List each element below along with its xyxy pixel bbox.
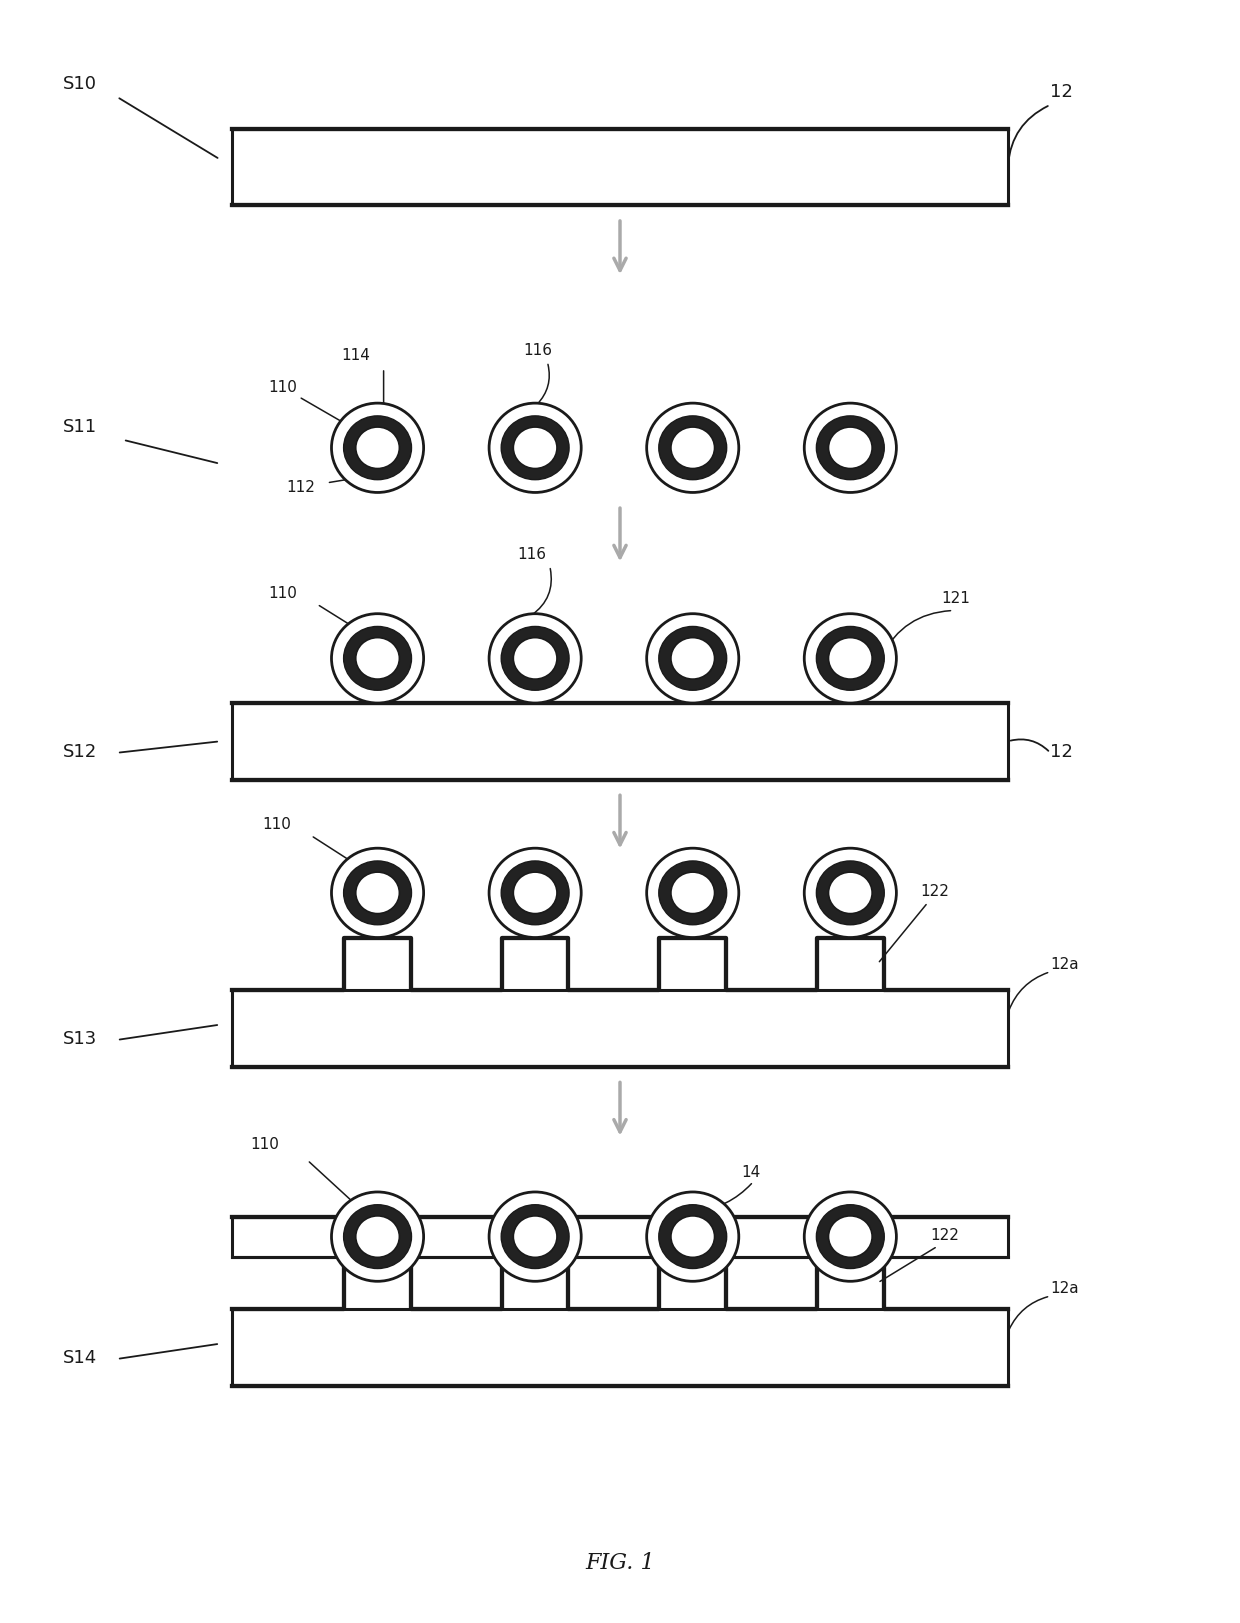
Ellipse shape bbox=[501, 1204, 569, 1269]
Ellipse shape bbox=[647, 403, 739, 492]
Ellipse shape bbox=[671, 638, 714, 678]
Text: 110: 110 bbox=[263, 816, 291, 833]
Text: 112: 112 bbox=[286, 480, 315, 495]
Ellipse shape bbox=[647, 1191, 739, 1281]
Text: FIG. 1: FIG. 1 bbox=[585, 1552, 655, 1574]
Ellipse shape bbox=[331, 1191, 424, 1281]
Ellipse shape bbox=[343, 1204, 412, 1269]
Text: 12a: 12a bbox=[1050, 958, 1079, 972]
Text: 12: 12 bbox=[1050, 743, 1073, 761]
Ellipse shape bbox=[671, 427, 714, 469]
Text: 110: 110 bbox=[250, 1136, 279, 1152]
Ellipse shape bbox=[671, 1216, 714, 1258]
Ellipse shape bbox=[828, 427, 872, 469]
Ellipse shape bbox=[805, 849, 897, 938]
Ellipse shape bbox=[647, 849, 739, 938]
Ellipse shape bbox=[343, 415, 412, 480]
Ellipse shape bbox=[658, 1204, 727, 1269]
Text: 12: 12 bbox=[1050, 83, 1073, 101]
Ellipse shape bbox=[501, 415, 569, 480]
Text: 110: 110 bbox=[268, 380, 298, 394]
Ellipse shape bbox=[501, 860, 569, 925]
Ellipse shape bbox=[513, 427, 557, 469]
Text: 110: 110 bbox=[268, 586, 298, 601]
Ellipse shape bbox=[331, 849, 424, 938]
Text: S13: S13 bbox=[62, 1029, 97, 1048]
Ellipse shape bbox=[356, 1216, 399, 1258]
Ellipse shape bbox=[816, 1204, 884, 1269]
Ellipse shape bbox=[828, 1216, 872, 1258]
Ellipse shape bbox=[501, 626, 569, 690]
Text: 116: 116 bbox=[523, 344, 552, 359]
Ellipse shape bbox=[513, 872, 557, 914]
Text: 12a: 12a bbox=[1050, 1282, 1079, 1297]
Ellipse shape bbox=[816, 626, 884, 690]
Ellipse shape bbox=[828, 872, 872, 914]
Ellipse shape bbox=[489, 403, 582, 492]
Text: S14: S14 bbox=[62, 1349, 97, 1367]
Text: 114: 114 bbox=[341, 347, 370, 364]
Text: 121: 121 bbox=[941, 591, 970, 605]
Bar bbox=[232, 1310, 1008, 1386]
Ellipse shape bbox=[356, 872, 399, 914]
Ellipse shape bbox=[343, 626, 412, 690]
Ellipse shape bbox=[331, 613, 424, 703]
Ellipse shape bbox=[805, 1191, 897, 1281]
Ellipse shape bbox=[489, 613, 582, 703]
Text: 122: 122 bbox=[930, 1229, 960, 1243]
Ellipse shape bbox=[513, 638, 557, 678]
Bar bbox=[232, 128, 1008, 206]
Bar bbox=[232, 990, 1008, 1066]
Text: S12: S12 bbox=[62, 743, 97, 761]
Ellipse shape bbox=[805, 613, 897, 703]
Text: 116: 116 bbox=[517, 547, 546, 563]
Ellipse shape bbox=[828, 638, 872, 678]
Ellipse shape bbox=[489, 1191, 582, 1281]
Ellipse shape bbox=[356, 638, 399, 678]
Bar bbox=[232, 1217, 1008, 1256]
Ellipse shape bbox=[816, 860, 884, 925]
Text: 14: 14 bbox=[742, 1165, 760, 1180]
Ellipse shape bbox=[331, 403, 424, 492]
Bar bbox=[232, 703, 1008, 779]
Text: S11: S11 bbox=[62, 417, 97, 437]
Ellipse shape bbox=[647, 613, 739, 703]
Ellipse shape bbox=[805, 403, 897, 492]
Ellipse shape bbox=[356, 427, 399, 469]
Text: S10: S10 bbox=[62, 75, 97, 93]
Text: 122: 122 bbox=[920, 885, 950, 899]
Ellipse shape bbox=[513, 1216, 557, 1258]
Ellipse shape bbox=[658, 626, 727, 690]
Ellipse shape bbox=[343, 860, 412, 925]
Ellipse shape bbox=[658, 860, 727, 925]
Ellipse shape bbox=[489, 849, 582, 938]
Ellipse shape bbox=[671, 872, 714, 914]
Ellipse shape bbox=[816, 415, 884, 480]
Ellipse shape bbox=[658, 415, 727, 480]
